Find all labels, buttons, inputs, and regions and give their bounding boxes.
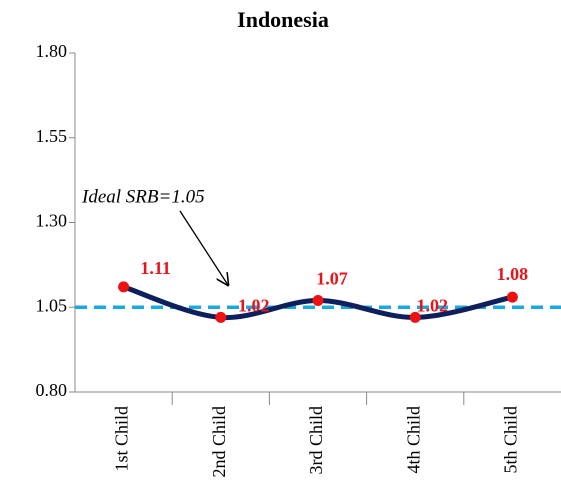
y-tick-label: 1.55 xyxy=(36,126,68,146)
data-label: 1.08 xyxy=(497,264,529,284)
x-tick-label: 1st Child xyxy=(112,406,132,472)
y-tick-label: 1.05 xyxy=(36,295,68,315)
x-tick-label: 3rd Child xyxy=(306,406,326,475)
marker xyxy=(506,291,518,303)
x-tick-label: 5th Child xyxy=(501,406,521,474)
data-label: 1.07 xyxy=(316,269,348,289)
y-tick-label: 1.30 xyxy=(36,211,68,231)
annotation: Ideal SRB=1.05 xyxy=(81,186,205,207)
annotation-arrow xyxy=(179,210,228,285)
marker xyxy=(215,311,227,323)
x-tick-label: 2nd Child xyxy=(209,406,229,478)
marker xyxy=(409,311,421,323)
marker xyxy=(312,294,324,306)
data-label: 1.11 xyxy=(140,258,171,278)
marker xyxy=(118,281,130,293)
chart-title: Indonesia xyxy=(237,7,329,32)
y-tick-label: 0.80 xyxy=(36,380,68,400)
data-label: 1.02 xyxy=(416,296,448,316)
y-tick-label: 1.80 xyxy=(36,41,68,61)
x-tick-label: 4th Child xyxy=(403,406,423,474)
data-label: 1.02 xyxy=(238,296,270,316)
